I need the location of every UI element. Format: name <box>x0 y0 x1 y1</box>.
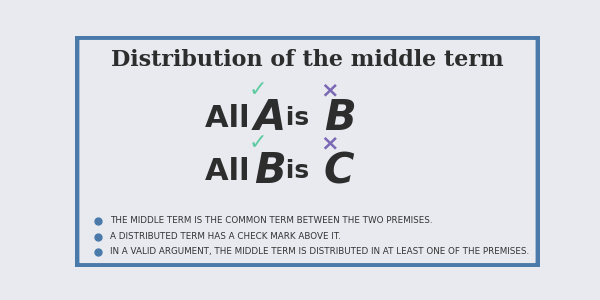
Text: All: All <box>205 157 260 186</box>
Text: is: is <box>277 159 318 183</box>
Text: Distribution of the middle term: Distribution of the middle term <box>111 49 504 71</box>
Text: C: C <box>324 150 354 192</box>
Text: THE MIDDLE TERM IS THE COMMON TERM BETWEEN THE TWO PREMISES.: THE MIDDLE TERM IS THE COMMON TERM BETWE… <box>110 216 433 225</box>
Text: A: A <box>254 97 286 139</box>
Text: ×: × <box>320 134 339 153</box>
Text: B: B <box>254 150 286 192</box>
FancyBboxPatch shape <box>76 37 539 266</box>
Text: B: B <box>324 97 356 139</box>
Text: ×: × <box>320 80 339 100</box>
Text: ✓: ✓ <box>248 80 267 100</box>
Text: ✓: ✓ <box>248 134 267 153</box>
Text: A DISTRIBUTED TERM HAS A CHECK MARK ABOVE IT.: A DISTRIBUTED TERM HAS A CHECK MARK ABOV… <box>110 232 341 242</box>
Text: All: All <box>205 103 260 133</box>
Text: IN A VALID ARGUMENT, THE MIDDLE TERM IS DISTRIBUTED IN AT LEAST ONE OF THE PREMI: IN A VALID ARGUMENT, THE MIDDLE TERM IS … <box>110 248 529 256</box>
Text: is: is <box>277 106 318 130</box>
